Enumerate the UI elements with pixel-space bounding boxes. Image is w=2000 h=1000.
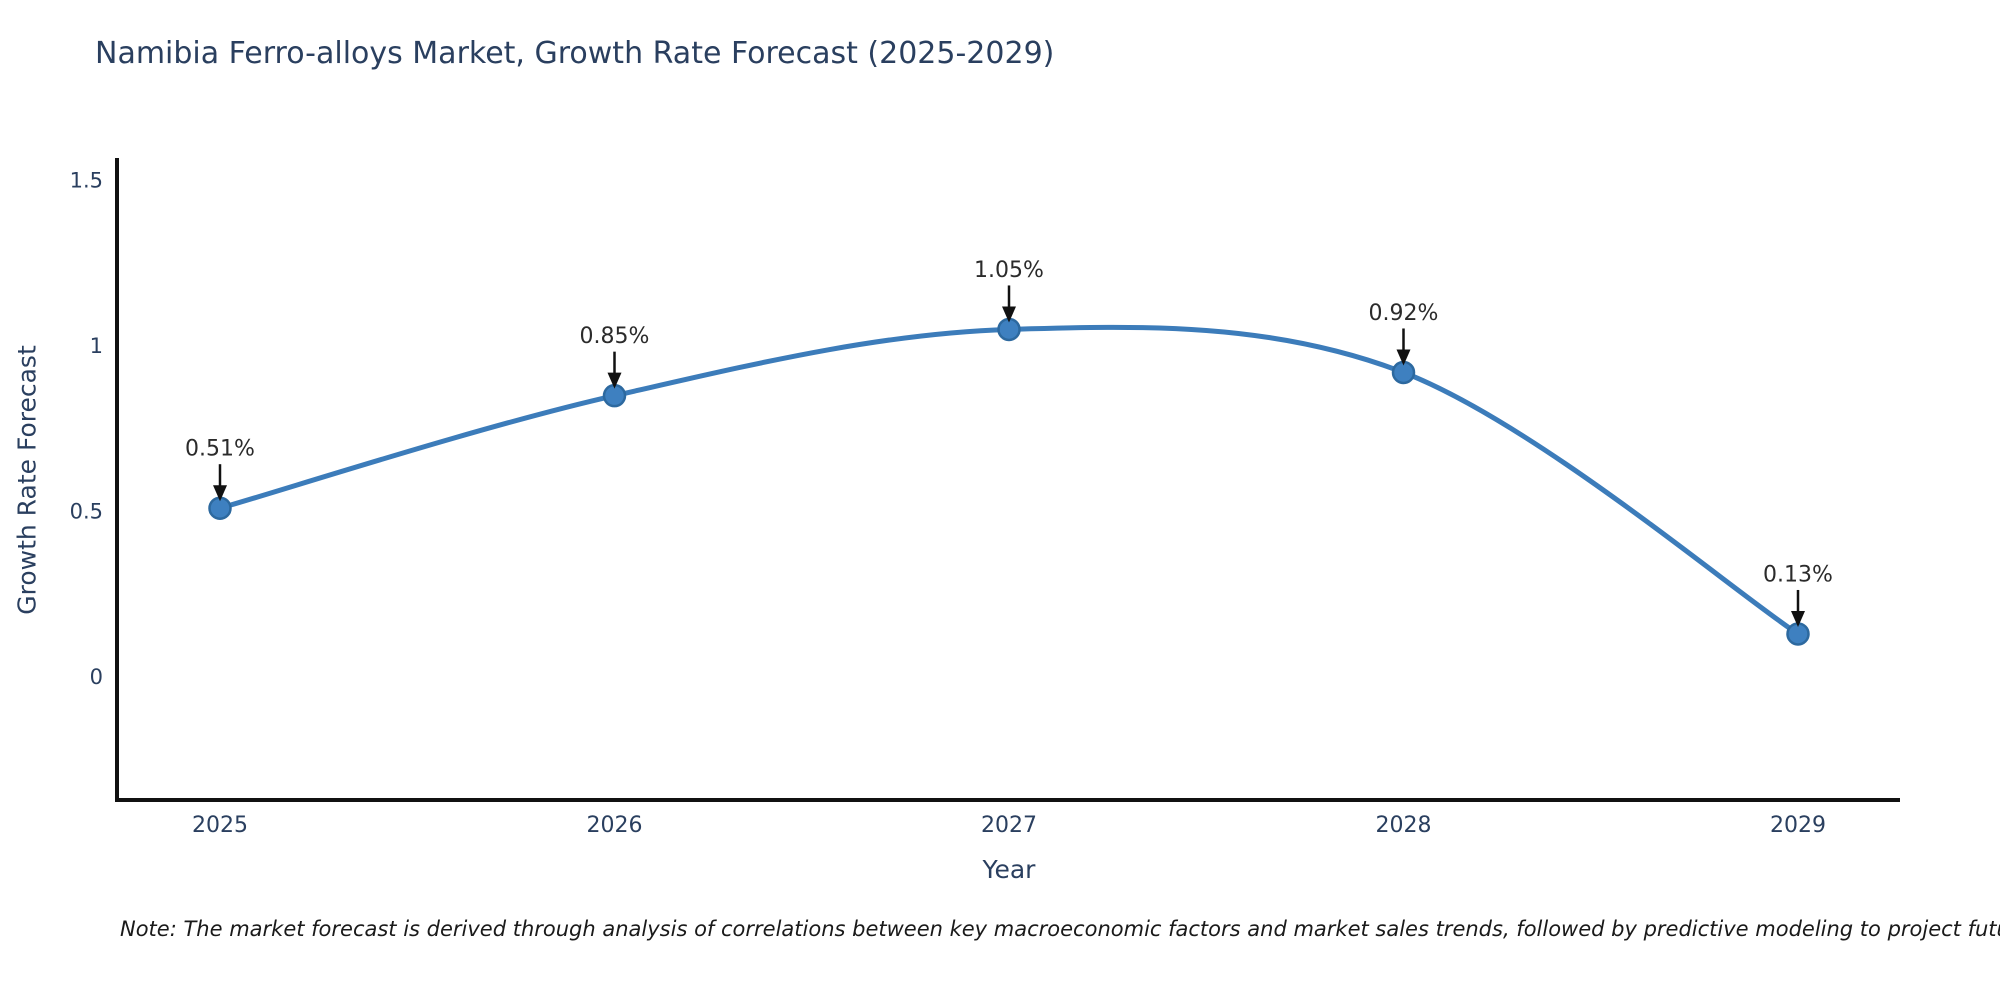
y-axis-title: Growth Rate Forecast [12,345,42,615]
annotation-arrow-head [1791,610,1805,627]
x-tick-label: 2028 [1376,813,1432,838]
point-annotation-label: 1.05% [974,258,1044,283]
annotation-arrow-head [213,485,227,502]
annotation-arrow-head [607,372,622,389]
annotation-arrow-head [1396,349,1411,366]
point-annotation-label: 0.92% [1369,301,1439,326]
point-annotation-label: 0.51% [185,437,255,462]
annotation-arrow-head [1002,306,1016,323]
x-tick-label: 2027 [981,813,1037,838]
x-tick-label: 2029 [1770,813,1826,838]
y-tick-label: 1.5 [70,169,103,193]
point-annotation-label: 0.13% [1763,562,1833,587]
chart-title: Namibia Ferro-alloys Market, Growth Rate… [95,36,1055,71]
x-tick-label: 2025 [192,813,248,838]
y-tick-label: 0 [90,665,103,689]
x-tick-label: 2026 [587,813,643,838]
point-annotation-label: 0.85% [580,324,650,349]
y-tick-label: 0.5 [70,500,103,524]
x-axis-title: Year [982,855,1036,884]
footnote: Note: The market forecast is derived thr… [120,917,2000,941]
series-line [219,324,1800,637]
y-tick-label: 1 [90,334,103,358]
